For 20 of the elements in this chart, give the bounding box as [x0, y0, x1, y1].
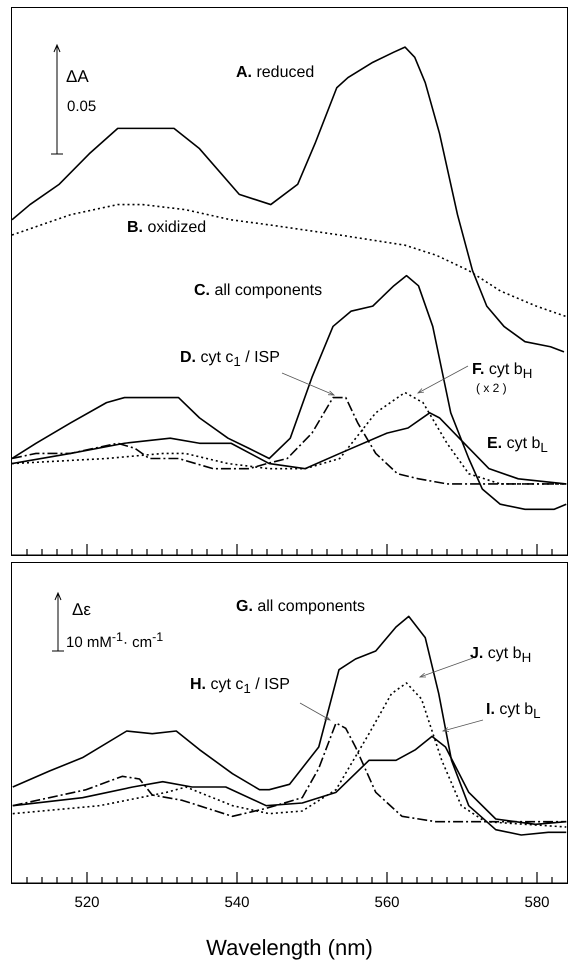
text: F. cyt b$_{H}$ — [472, 361, 532, 382]
series-label: G. all components — [236, 598, 365, 615]
series-label: B. oxidized — [127, 219, 206, 236]
text: I. cyt b$_{L}$ — [486, 701, 541, 722]
annotation: ΔA — [66, 67, 89, 86]
series-label: A. reduced — [236, 64, 314, 81]
x-tick-label: 560 — [374, 894, 400, 911]
series-label: C. all components — [194, 282, 322, 299]
text: H. cyt c$_{1}$ / ISP — [190, 676, 290, 696]
x-tick-label: 540 — [224, 894, 250, 911]
series-label: E. cyt b$_{L}$ — [487, 435, 548, 456]
text: D. cyt c$_{1}$ / ISP — [180, 349, 280, 370]
annotation: Δε — [72, 600, 91, 619]
annotation: ( x 2 ) — [476, 381, 507, 395]
annotation: 10 mM$^{-1}$· cm$^{-1}$ — [66, 630, 164, 651]
x-axis-title: Wavelength (nm) — [206, 935, 373, 960]
text: J. cyt b$_{H}$ — [470, 645, 532, 666]
x-tick-label: 580 — [524, 894, 550, 911]
x-tick-label: 520 — [74, 894, 100, 911]
annotation: 0.05 — [67, 98, 96, 115]
